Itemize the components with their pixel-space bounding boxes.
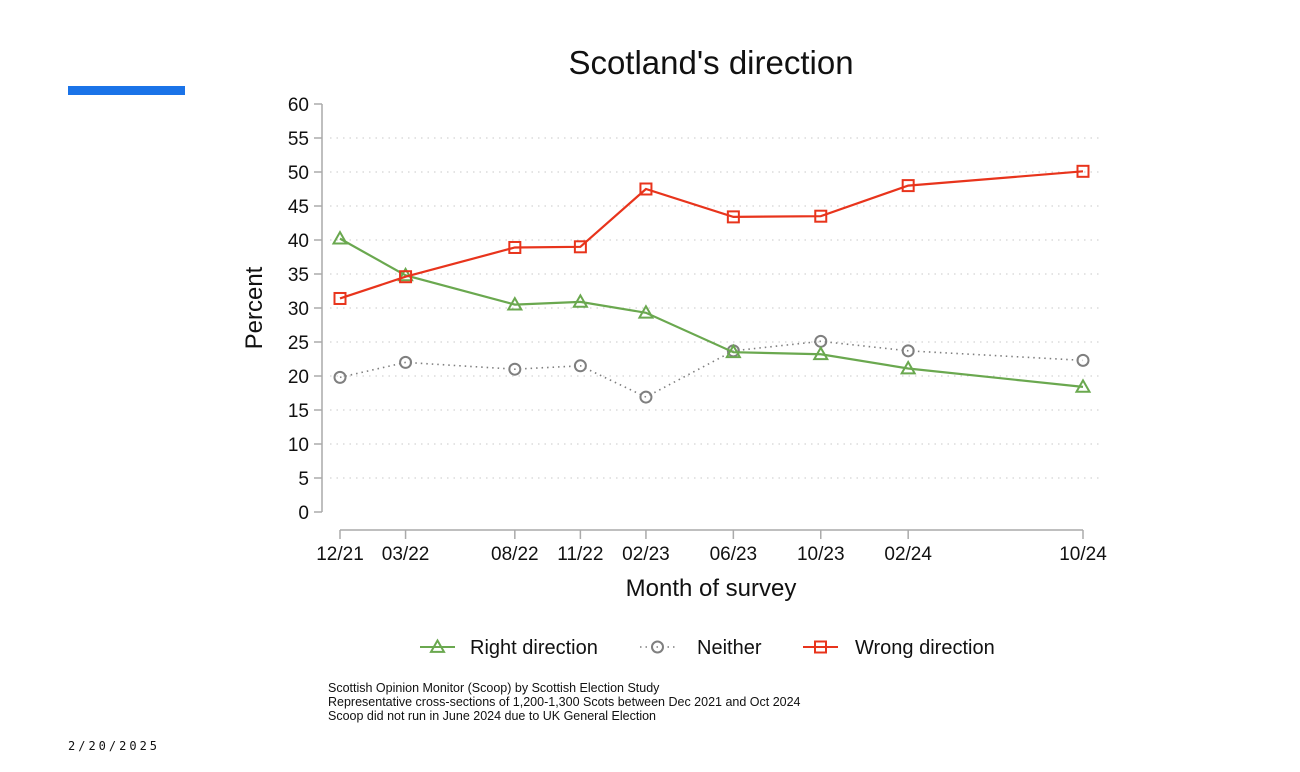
data-point-neither (333, 370, 347, 384)
x-tick-label: 06/23 (710, 544, 758, 565)
y-tick-label: 40 (288, 231, 309, 252)
y-tick-label: 10 (288, 435, 309, 456)
y-tick-label: 20 (288, 367, 309, 388)
note-line: Scoop did not run in June 2024 due to UK… (328, 709, 656, 723)
series-wrong-direction (333, 164, 1090, 305)
series-right-direction (331, 230, 1092, 393)
y-tick-label: 35 (288, 265, 309, 286)
data-point-wrong-direction (814, 209, 828, 223)
data-point-wrong-direction (726, 210, 740, 224)
x-tick-label: 02/23 (622, 544, 670, 565)
data-point-right-direction (572, 293, 589, 308)
y-tick-label: 30 (288, 299, 309, 320)
y-tick-label: 0 (298, 503, 309, 524)
data-point-wrong-direction (508, 240, 522, 254)
legend-marker-square-icon (814, 640, 827, 654)
y-tick-label: 50 (288, 163, 309, 184)
series-line-neither (339, 340, 1084, 398)
data-point-right-direction (331, 230, 349, 245)
legend-marker-circle-icon (651, 640, 664, 654)
data-point-neither (573, 359, 587, 373)
data-point-right-direction (637, 304, 655, 319)
data-point-neither (399, 355, 413, 369)
accent-bar (68, 86, 185, 95)
x-tick-label: 10/24 (1059, 544, 1107, 565)
data-point-wrong-direction (639, 182, 653, 196)
x-tick-label: 10/23 (797, 544, 845, 565)
legend-marker-triangle-icon (429, 638, 446, 653)
data-point-neither (1076, 353, 1090, 367)
series-line-wrong-direction (339, 170, 1084, 300)
chart-title: Scotland's direction (568, 44, 853, 81)
gridlines (330, 137, 1103, 479)
data-point-neither (639, 390, 653, 404)
x-tick-label: 11/22 (557, 544, 603, 565)
legend-label: Right direction (470, 637, 598, 659)
chart-notes: Scottish Opinion Monitor (Scoop) by Scot… (328, 681, 801, 723)
data-point-wrong-direction (333, 291, 347, 305)
series-line-right-direction (339, 237, 1084, 388)
x-tick-label: 02/24 (884, 544, 932, 565)
y-tick-label: 55 (288, 129, 309, 150)
data-point-neither (901, 344, 915, 358)
data-point-wrong-direction (573, 240, 587, 254)
y-axis: 0 5 10 15 20 25 30 35 40 45 50 55 60 (288, 95, 323, 524)
legend: Right direction Neither Wrong direction (420, 637, 995, 659)
series-group (331, 164, 1092, 404)
x-axis: 12/21 03/22 08/22 11/22 02/23 06/23 10/23 02/24… (316, 529, 1107, 565)
data-point-wrong-direction (901, 179, 915, 193)
data-point-right-direction (725, 343, 742, 359)
y-tick-label: 5 (298, 469, 309, 490)
data-point-wrong-direction (1076, 164, 1090, 178)
y-tick-label: 25 (288, 333, 309, 354)
x-tick-label: 03/22 (382, 544, 430, 565)
series-neither (333, 334, 1090, 404)
legend-label: Neither (697, 637, 762, 659)
y-axis-label: Percent (241, 266, 268, 349)
data-point-right-direction (1074, 378, 1092, 393)
legend-item-right-direction: Right direction (420, 637, 598, 659)
slide-date: 2/20/2025 (68, 739, 161, 753)
legend-item-wrong-direction: Wrong direction (803, 637, 995, 659)
y-tick-label: 45 (288, 197, 309, 218)
y-tick-label: 60 (288, 95, 309, 116)
x-tick-label: 08/22 (491, 544, 539, 565)
data-point-right-direction (397, 266, 414, 282)
y-tick-label: 15 (288, 401, 309, 422)
data-point-right-direction (812, 345, 829, 361)
note-line: Representative cross-sections of 1,200-1… (328, 695, 801, 709)
legend-label: Wrong direction (855, 637, 995, 659)
data-point-right-direction (899, 360, 917, 375)
data-point-neither (508, 362, 522, 376)
data-point-wrong-direction (399, 270, 413, 284)
data-point-right-direction (506, 296, 524, 311)
x-tick-label: 12/21 (316, 544, 364, 565)
x-axis-label: Month of survey (626, 575, 797, 602)
legend-item-neither: Neither (640, 637, 762, 659)
note-line: Scottish Opinion Monitor (Scoop) by Scot… (328, 681, 660, 695)
